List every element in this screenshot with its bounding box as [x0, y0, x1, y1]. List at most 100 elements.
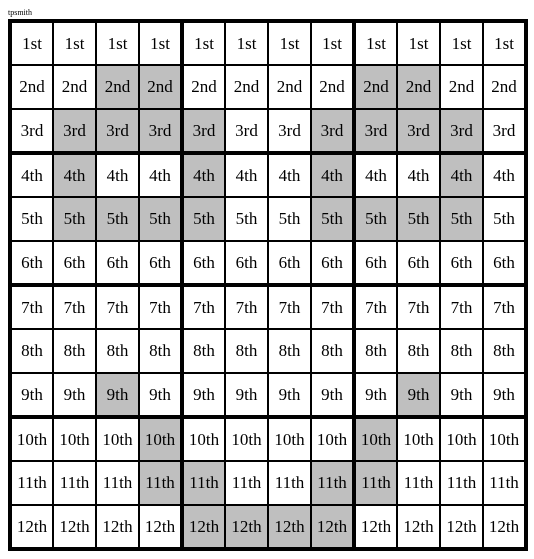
grid-cell: 11th: [10, 461, 53, 505]
grid-cell: 7th: [268, 285, 311, 329]
grid-cell: 8th: [354, 329, 397, 373]
grid-cell: 11th: [440, 461, 483, 505]
grid-cell: 10th: [225, 417, 268, 461]
grid-cell: 5th: [182, 197, 225, 241]
grid-cell: 12th: [397, 505, 440, 549]
grid-cell: 12th: [10, 505, 53, 549]
grid-cell: 12th: [268, 505, 311, 549]
grid-cell: 9th: [182, 373, 225, 417]
grid-cell: 4th: [225, 153, 268, 197]
grid-cell: 12th: [440, 505, 483, 549]
grid-cell: 9th: [225, 373, 268, 417]
grid-cell: 8th: [96, 329, 139, 373]
grid-cell: 8th: [139, 329, 182, 373]
grid-cell: 1st: [96, 21, 139, 65]
grid-cell: 10th: [139, 417, 182, 461]
grid-cell: 9th: [354, 373, 397, 417]
grid-cell: 7th: [53, 285, 96, 329]
grid-cell: 9th: [139, 373, 182, 417]
grid-cell: 8th: [53, 329, 96, 373]
grid-cell: 4th: [182, 153, 225, 197]
grid-cell: 2nd: [96, 65, 139, 109]
grid-cell: 4th: [354, 153, 397, 197]
grid-cell: 11th: [96, 461, 139, 505]
grid-cell: 2nd: [483, 65, 526, 109]
grid-cell: 12th: [182, 505, 225, 549]
grid-cell: 7th: [354, 285, 397, 329]
grid-cell: 7th: [10, 285, 53, 329]
grid-cell: 10th: [53, 417, 96, 461]
grid-cell: 1st: [139, 21, 182, 65]
grid-cell: 12th: [483, 505, 526, 549]
grid-cell: 3rd: [182, 109, 225, 153]
grid-cell: 1st: [397, 21, 440, 65]
grid-cell: 6th: [139, 241, 182, 285]
grid-cell: 12th: [96, 505, 139, 549]
grid-cell: 9th: [96, 373, 139, 417]
grid-cell: 11th: [483, 461, 526, 505]
grid-cell: 7th: [397, 285, 440, 329]
grid-cell: 6th: [96, 241, 139, 285]
grid-cell: 6th: [440, 241, 483, 285]
grid-cell: 2nd: [354, 65, 397, 109]
grid-cell: 6th: [182, 241, 225, 285]
grid-cell: 5th: [139, 197, 182, 241]
grid-cell: 9th: [53, 373, 96, 417]
grid-cell: 2nd: [311, 65, 354, 109]
grid-cell: 12th: [354, 505, 397, 549]
grid-cell: 10th: [354, 417, 397, 461]
grid-cell: 7th: [96, 285, 139, 329]
grid-cell: 8th: [225, 329, 268, 373]
grid-cell: 1st: [354, 21, 397, 65]
grid-cell: 7th: [440, 285, 483, 329]
grid-cell: 8th: [182, 329, 225, 373]
grid-cell: 1st: [440, 21, 483, 65]
credit-label: tpsmith: [8, 8, 526, 17]
grid-cell: 5th: [440, 197, 483, 241]
grid-cell: 1st: [53, 21, 96, 65]
grid-cell: 9th: [483, 373, 526, 417]
grid-cell: 5th: [483, 197, 526, 241]
grid-cell: 9th: [268, 373, 311, 417]
grid-cell: 12th: [139, 505, 182, 549]
grid-cell: 3rd: [397, 109, 440, 153]
grid-cell: 4th: [440, 153, 483, 197]
grid-cell: 6th: [354, 241, 397, 285]
grid-cell: 2nd: [440, 65, 483, 109]
grid-cell: 3rd: [354, 109, 397, 153]
grid-cell: 6th: [225, 241, 268, 285]
grid-cell: 3rd: [483, 109, 526, 153]
grid-cell: 9th: [311, 373, 354, 417]
grid-cell: 11th: [268, 461, 311, 505]
grid-cell: 10th: [397, 417, 440, 461]
grid-cell: 3rd: [225, 109, 268, 153]
grid-cell: 5th: [268, 197, 311, 241]
grid-cell: 8th: [268, 329, 311, 373]
grid-cell: 8th: [311, 329, 354, 373]
grid-cell: 11th: [53, 461, 96, 505]
grid-cell: 2nd: [225, 65, 268, 109]
grid-cell: 6th: [483, 241, 526, 285]
grid-cell: 2nd: [139, 65, 182, 109]
grid-cell: 5th: [53, 197, 96, 241]
grid-cell: 8th: [10, 329, 53, 373]
grid-cell: 3rd: [440, 109, 483, 153]
grid-cell: 7th: [311, 285, 354, 329]
grid-cell: 2nd: [397, 65, 440, 109]
grid-cell: 5th: [225, 197, 268, 241]
grid-cell: 5th: [10, 197, 53, 241]
grid-cell: 1st: [10, 21, 53, 65]
grid-cell: 6th: [268, 241, 311, 285]
grid-cell: 9th: [397, 373, 440, 417]
grid-cell: 10th: [268, 417, 311, 461]
grid-cell: 2nd: [53, 65, 96, 109]
grid-cell: 9th: [10, 373, 53, 417]
grid-cell: 1st: [483, 21, 526, 65]
grid-cell: 7th: [182, 285, 225, 329]
grid-cell: 11th: [225, 461, 268, 505]
grid-cell: 7th: [483, 285, 526, 329]
grid-cell: 10th: [311, 417, 354, 461]
grid-cell: 5th: [397, 197, 440, 241]
grid-cell: 3rd: [96, 109, 139, 153]
grid-cell: 2nd: [10, 65, 53, 109]
